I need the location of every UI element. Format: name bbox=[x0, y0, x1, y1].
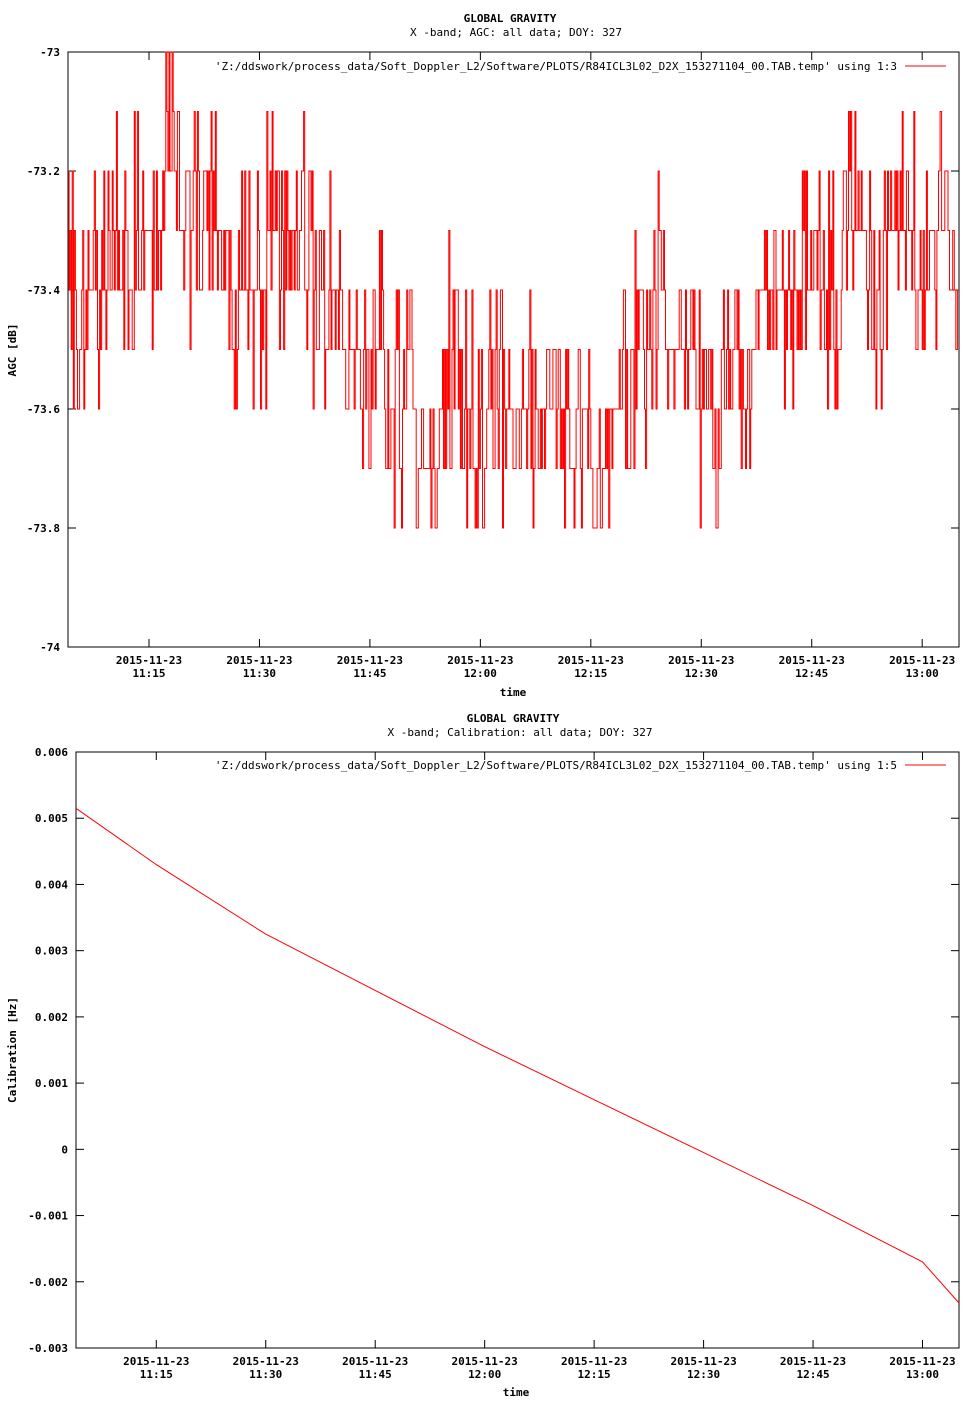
calibration-x-tick-date: 2015-11-23 bbox=[889, 1355, 955, 1368]
calibration-y-tick-label: 0.003 bbox=[35, 945, 68, 958]
agc-x-axis-label: time bbox=[500, 686, 527, 699]
calibration-x-tick-time: 13:00 bbox=[906, 1368, 939, 1381]
calibration-x-tick-time: 11:30 bbox=[249, 1368, 282, 1381]
agc-x-tick-date: 2015-11-23 bbox=[116, 654, 182, 667]
agc-x-tick-time: 12:00 bbox=[464, 667, 497, 680]
agc-x-tick-date: 2015-11-23 bbox=[889, 654, 955, 667]
calibration-x-ticks: 2015-11-2311:152015-11-2311:302015-11-23… bbox=[123, 752, 956, 1381]
agc-y-tick-label: -73.4 bbox=[27, 284, 60, 297]
agc-x-tick-time: 13:00 bbox=[906, 667, 939, 680]
agc-y-tick-label: -73.2 bbox=[27, 165, 60, 178]
calibration-chart-title: GLOBAL GRAVITY bbox=[467, 712, 560, 725]
calibration-x-tick-time: 12:30 bbox=[687, 1368, 720, 1381]
agc-legend-label: 'Z:/ddswork/process_data/Soft_Doppler_L2… bbox=[215, 60, 897, 73]
calibration-x-tick-date: 2015-11-23 bbox=[123, 1355, 189, 1368]
agc-y-tick-label: -73.6 bbox=[27, 403, 60, 416]
agc-y-tick-label: -73 bbox=[40, 46, 60, 59]
calibration-y-tick-label: 0.001 bbox=[35, 1077, 68, 1090]
agc-x-tick-date: 2015-11-23 bbox=[226, 654, 292, 667]
calibration-y-tick-label: 0.004 bbox=[35, 878, 68, 891]
agc-series-line bbox=[68, 51, 959, 529]
calibration-y-tick-label: 0.002 bbox=[35, 1011, 68, 1024]
calibration-x-tick-date: 2015-11-23 bbox=[342, 1355, 408, 1368]
calibration-y-tick-label: -0.003 bbox=[28, 1342, 68, 1355]
agc-x-tick-date: 2015-11-23 bbox=[779, 654, 845, 667]
agc-x-tick-time: 12:45 bbox=[795, 667, 828, 680]
calibration-y-tick-label: 0.006 bbox=[35, 746, 68, 759]
calibration-y-ticks: 0.006 0.005 0.004 0.003 0.002 0.001 0 -0.001 -0.… bbox=[28, 746, 959, 1355]
agc-x-tick-date: 2015-11-23 bbox=[668, 654, 734, 667]
calibration-y-tick-label: -0.002 bbox=[28, 1276, 68, 1289]
calibration-y-tick-label: 0 bbox=[61, 1143, 68, 1156]
agc-x-tick-date: 2015-11-23 bbox=[447, 654, 513, 667]
agc-chart-title: GLOBAL GRAVITY bbox=[464, 12, 557, 25]
agc-x-tick-time: 11:45 bbox=[353, 667, 386, 680]
calibration-y-tick-label: -0.001 bbox=[28, 1210, 68, 1223]
agc-y-ticks: -73 -73.2 -73.4 -73.6 -73.8 -74 bbox=[27, 46, 959, 654]
calibration-y-axis-label: Calibration [Hz] bbox=[6, 997, 19, 1103]
calibration-x-tick-date: 2015-11-23 bbox=[780, 1355, 846, 1368]
calibration-x-tick-time: 12:45 bbox=[796, 1368, 829, 1381]
calibration-plot-frame bbox=[75, 751, 960, 1349]
agc-x-tick-time: 12:15 bbox=[574, 667, 607, 680]
calibration-x-tick-date: 2015-11-23 bbox=[670, 1355, 736, 1368]
calibration-chart: GLOBAL GRAVITY X -band; Calibration: all… bbox=[6, 712, 960, 1399]
calibration-legend-label: 'Z:/ddswork/process_data/Soft_Doppler_L2… bbox=[215, 759, 897, 772]
calibration-series-line bbox=[75, 807, 960, 1304]
agc-x-tick-date: 2015-11-23 bbox=[558, 654, 624, 667]
agc-chart-subtitle: X -band; AGC: all data; DOY: 327 bbox=[410, 26, 622, 39]
calibration-x-tick-time: 12:00 bbox=[468, 1368, 501, 1381]
agc-y-tick-label: -74 bbox=[40, 641, 60, 654]
calibration-x-tick-date: 2015-11-23 bbox=[233, 1355, 299, 1368]
calibration-x-tick-time: 12:15 bbox=[578, 1368, 611, 1381]
calibration-x-tick-date: 2015-11-23 bbox=[561, 1355, 627, 1368]
agc-x-tick-time: 11:15 bbox=[132, 667, 165, 680]
agc-chart: GLOBAL GRAVITY X -band; AGC: all data; D… bbox=[6, 12, 960, 699]
agc-y-axis-label: AGC [dB] bbox=[6, 324, 19, 377]
calibration-x-axis-label: time bbox=[503, 1386, 530, 1399]
agc-x-tick-time: 11:30 bbox=[243, 667, 276, 680]
calibration-y-tick-label: 0.005 bbox=[35, 812, 68, 825]
agc-y-tick-label: -73.8 bbox=[27, 522, 60, 535]
calibration-chart-subtitle: X -band; Calibration: all data; DOY: 327 bbox=[388, 726, 653, 739]
agc-x-tick-date: 2015-11-23 bbox=[337, 654, 403, 667]
calibration-x-tick-time: 11:45 bbox=[359, 1368, 392, 1381]
calibration-x-tick-date: 2015-11-23 bbox=[452, 1355, 518, 1368]
agc-x-tick-time: 12:30 bbox=[685, 667, 718, 680]
agc-x-ticks: 2015-11-2311:152015-11-2311:302015-11-23… bbox=[116, 52, 955, 680]
agc-plot-frame bbox=[67, 51, 960, 648]
calibration-x-tick-time: 11:15 bbox=[140, 1368, 173, 1381]
